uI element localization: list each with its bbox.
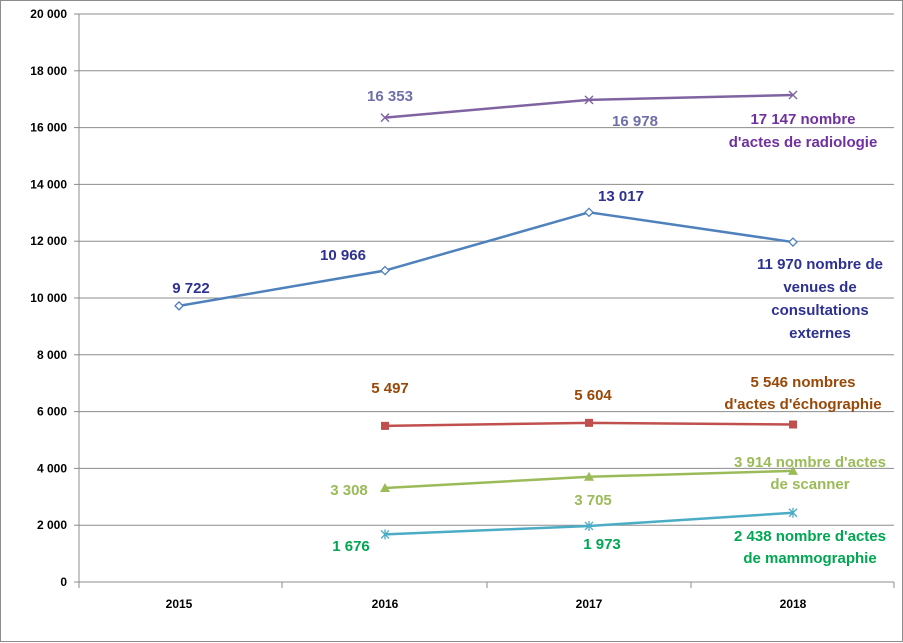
scanner-data-label: 3 705: [574, 492, 612, 509]
y-tick-label: 6 000: [37, 405, 67, 419]
y-tick-label: 20 000: [30, 7, 67, 21]
radiologie-data-label: 16 978: [612, 113, 658, 130]
x-tick-label: 2018: [780, 597, 807, 611]
mammographie-end-label: de mammographie: [743, 550, 876, 567]
scanner-end-label: de scanner: [770, 476, 849, 493]
echographie-marker: [789, 420, 797, 429]
y-tick-label: 0: [60, 575, 67, 589]
consultations-end-label: externes: [789, 325, 851, 342]
scanner-data-label: 3 308: [330, 482, 368, 499]
scanner-marker: [788, 465, 798, 475]
echographie-marker: [585, 418, 593, 427]
echographie-data-label: 5 604: [574, 387, 612, 404]
x-tick-label: 2015: [166, 597, 193, 611]
y-tick-label: 4 000: [37, 461, 67, 475]
mammographie-data-label: 1 973: [583, 536, 621, 553]
radiologie-marker: [788, 90, 798, 100]
consultations-end-label: venues de: [783, 279, 856, 296]
radiologie-marker: [584, 95, 594, 105]
y-tick-label: 12 000: [30, 234, 67, 248]
consultations-marker: [380, 265, 390, 276]
mammographie-data-label: 1 676: [332, 538, 370, 555]
echographie-end-label: d'actes d'échographie: [724, 396, 881, 413]
scanner-end-label: 3 914 nombre d'actes: [734, 454, 886, 471]
radiologie-series-line: [384, 93, 794, 119]
scanner-marker: [380, 483, 390, 493]
radiologie-marker: [380, 113, 390, 123]
mammographie-end-label: 2 438 nombre d'actes: [734, 528, 886, 545]
consultations-data-label: 9 722: [172, 280, 210, 297]
x-tick-label: 2016: [372, 597, 399, 611]
consultations-data-label: 10 966: [320, 247, 366, 264]
scanner-marker: [584, 471, 594, 481]
consultations-end-label: 11 970 nombre de: [757, 256, 883, 273]
radiologie-end-label: 17 147 nombre: [750, 111, 855, 128]
mammographie-marker: [380, 529, 390, 540]
echographie-marker: [381, 421, 389, 430]
y-tick-label: 2 000: [37, 518, 67, 532]
y-tick-label: 8 000: [37, 348, 67, 362]
echographie-end-label: 5 546 nombres: [750, 374, 855, 391]
consultations-end-label: consultations: [771, 302, 869, 319]
y-tick-label: 18 000: [30, 64, 67, 78]
echographie-data-label: 5 497: [371, 380, 409, 397]
mammographie-marker: [788, 507, 798, 518]
radiologie-end-label: d'actes de radiologie: [729, 134, 878, 151]
y-tick-label: 10 000: [30, 291, 67, 305]
x-tick-label: 2017: [576, 597, 603, 611]
mammographie-marker: [584, 520, 594, 531]
consultations-data-label: 13 017: [598, 188, 644, 205]
consultations-marker: [788, 237, 798, 247]
y-tick-label: 14 000: [30, 177, 67, 191]
y-tick-label: 16 000: [30, 121, 67, 135]
radiologie-data-label: 16 353: [367, 88, 413, 105]
consultations-marker: [174, 300, 184, 311]
consultations-marker: [584, 207, 594, 218]
consultations-series-line: [178, 211, 794, 308]
